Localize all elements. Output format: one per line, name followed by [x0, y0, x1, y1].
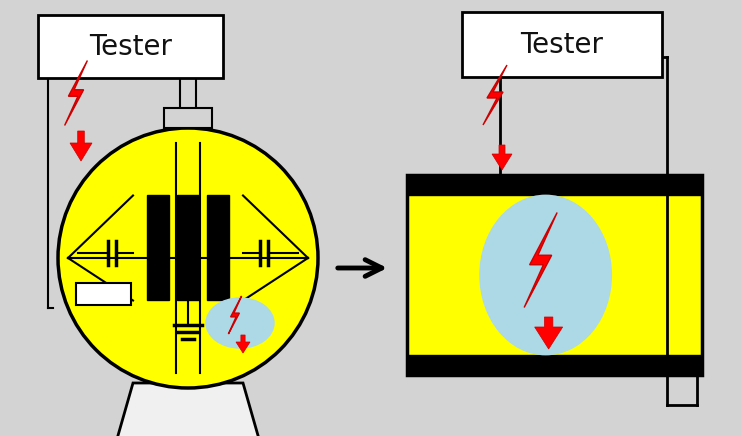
- Polygon shape: [524, 212, 557, 307]
- Circle shape: [58, 128, 318, 388]
- Bar: [38, 15, 223, 78]
- Bar: [164, 108, 212, 128]
- FancyArrow shape: [70, 131, 92, 161]
- Ellipse shape: [481, 196, 611, 354]
- Bar: [407, 175, 702, 195]
- Ellipse shape: [206, 298, 274, 348]
- FancyArrow shape: [492, 145, 512, 170]
- Text: Tester: Tester: [520, 31, 603, 58]
- Bar: [462, 12, 662, 77]
- Polygon shape: [483, 65, 507, 125]
- Bar: [76, 283, 131, 305]
- Bar: [407, 175, 702, 375]
- Bar: [207, 195, 229, 300]
- Text: Tester: Tester: [89, 33, 172, 61]
- Bar: [177, 195, 199, 300]
- Polygon shape: [64, 61, 87, 126]
- FancyArrow shape: [535, 317, 562, 349]
- Bar: [147, 195, 169, 300]
- FancyArrow shape: [236, 335, 250, 353]
- Polygon shape: [113, 383, 263, 436]
- Bar: [407, 355, 702, 375]
- Polygon shape: [228, 296, 242, 334]
